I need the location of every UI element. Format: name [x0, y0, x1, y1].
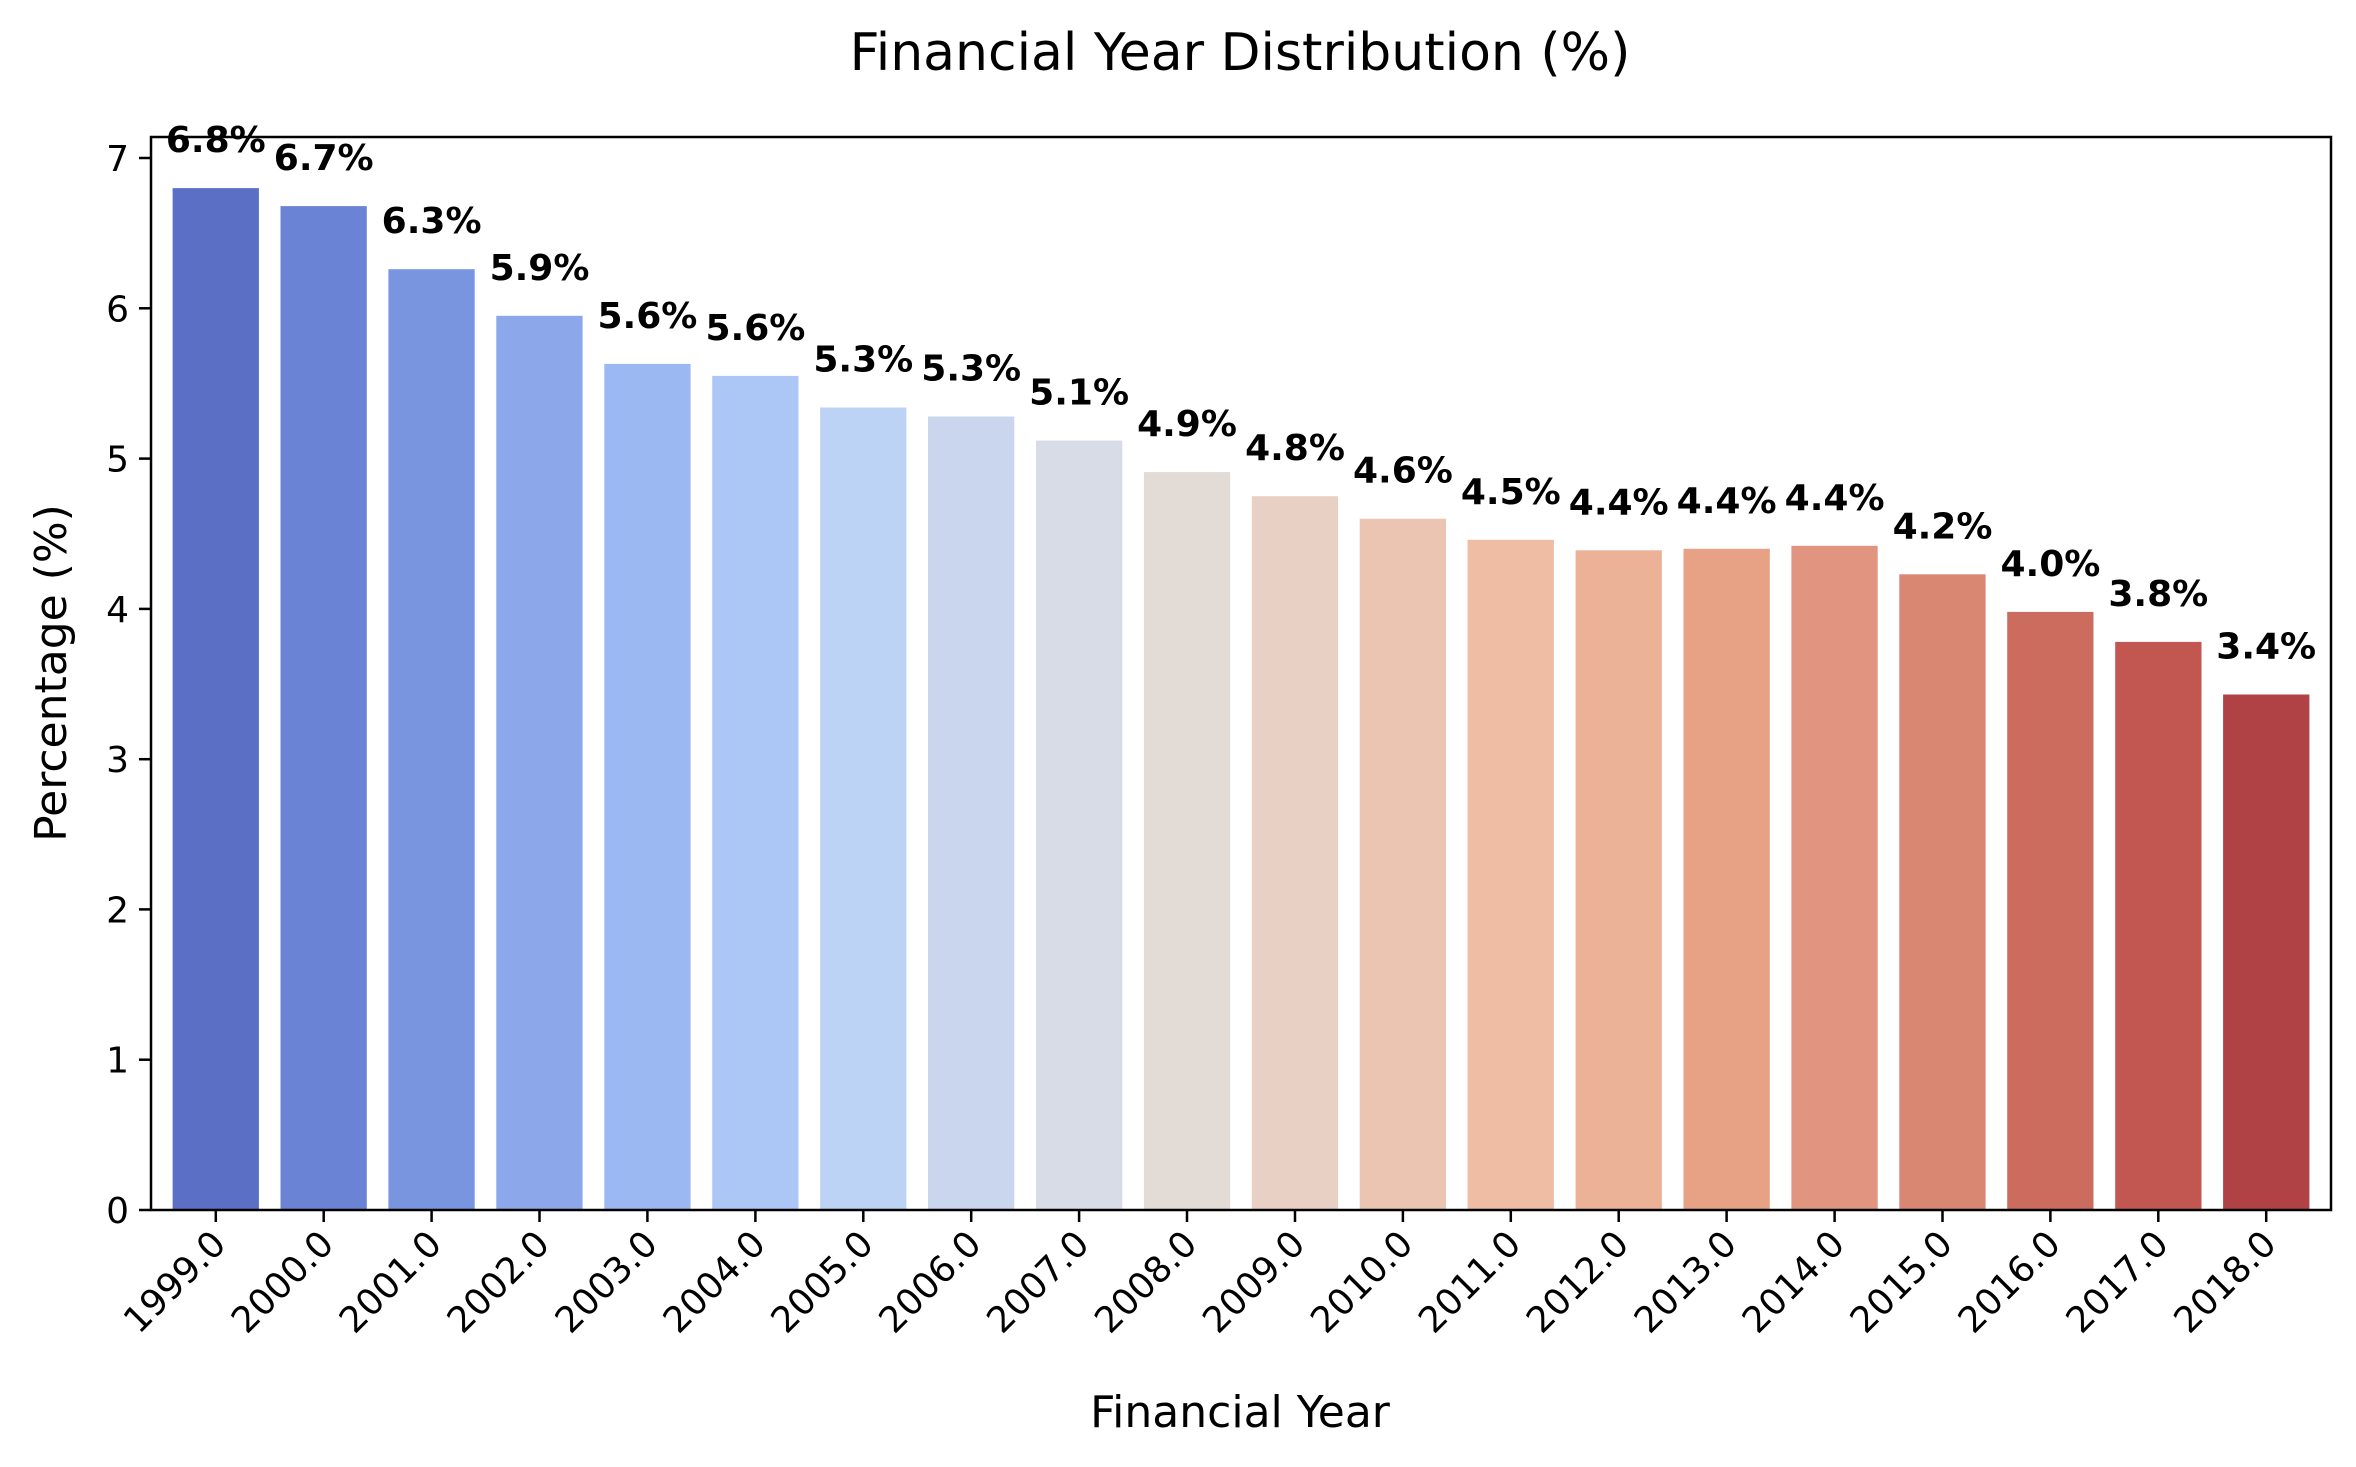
bar-2017.0: [2115, 641, 2202, 1210]
data-label-1999.0: 6.8%: [166, 120, 266, 161]
x-tick-label: 2005.0: [764, 1223, 882, 1341]
y-tick-label: 0: [106, 1191, 129, 1232]
x-tick-label: 2012.0: [1519, 1223, 1637, 1341]
chart-title: Financial Year Distribution (%): [850, 23, 1631, 83]
x-tick-label: 2014.0: [1735, 1223, 1853, 1341]
y-tick-label: 4: [106, 590, 129, 631]
plot-area-frame: [149, 135, 2333, 1212]
y-tick-label: 1: [106, 1041, 129, 1082]
bar-2006.0: [928, 416, 1015, 1210]
y-tick-label: 7: [106, 139, 129, 180]
data-label-2012.0: 4.4%: [1569, 482, 1669, 523]
bar-2002.0: [496, 315, 583, 1210]
bar-1999.0: [172, 188, 259, 1211]
y-tick-label: 3: [106, 740, 129, 781]
bar-2012.0: [1575, 550, 1662, 1210]
bar-2005.0: [820, 407, 907, 1210]
x-axis-ticks: 1999.02000.02001.02002.02003.02004.02005…: [116, 1210, 2285, 1341]
bars-group: [172, 188, 2310, 1211]
x-axis-label: Financial Year: [1090, 1387, 1391, 1438]
data-label-2014.0: 4.4%: [1785, 478, 1885, 519]
x-tick-label: 2000.0: [224, 1223, 342, 1341]
x-tick-label: 2011.0: [1411, 1223, 1529, 1341]
bar-2015.0: [1899, 574, 1986, 1210]
x-tick-label: 2003.0: [548, 1223, 666, 1341]
data-label-2004.0: 5.6%: [705, 308, 805, 349]
data-label-2007.0: 5.1%: [1029, 373, 1129, 414]
bar-2007.0: [1036, 440, 1123, 1211]
data-label-2013.0: 4.4%: [1677, 481, 1777, 522]
data-label-2009.0: 4.8%: [1245, 428, 1345, 469]
data-labels-group: 6.8% 6.7%6.3%5.9%5.6% 5.6%5.3% 5.3%5.1%4.9%…: [166, 120, 2316, 667]
data-label-2017.0: 3.8%: [2108, 574, 2208, 615]
bar-2011.0: [1467, 539, 1554, 1210]
x-tick-label: 2017.0: [2059, 1223, 2177, 1341]
data-label-2015.0: 4.2%: [1893, 506, 1993, 547]
x-tick-label: 2015.0: [1843, 1223, 1961, 1341]
y-tick-label: 2: [106, 890, 129, 931]
y-tick-label: 6: [106, 289, 129, 330]
bar-2008.0: [1143, 472, 1231, 1211]
y-tick-label: 5: [106, 440, 129, 481]
data-label-2016.0: 4.0%: [2000, 544, 2100, 585]
data-label-2005.0: 5.3%: [813, 340, 913, 381]
data-label-2010.0: 4.6%: [1353, 451, 1453, 492]
y-axis-ticks: 0 1 2 3 4 5 6 7: [106, 139, 151, 1232]
data-label-2001.0: 6.3%: [382, 201, 482, 242]
x-tick-label: 2002.0: [440, 1223, 558, 1341]
bar-2016.0: [2007, 611, 2094, 1210]
x-tick-label: 2009.0: [1195, 1223, 1313, 1341]
x-tick-label: 2013.0: [1627, 1223, 1745, 1341]
bar-2004.0: [712, 375, 799, 1210]
bar-2001.0: [388, 269, 475, 1210]
bar-2018.0: [2223, 694, 2310, 1210]
x-tick-label: 2018.0: [2166, 1223, 2284, 1341]
x-tick-label: 2004.0: [656, 1223, 774, 1341]
x-tick-label: 2006.0: [871, 1223, 989, 1341]
data-label-2000.0: 6.7%: [274, 138, 374, 179]
data-label-2011.0: 4.5%: [1461, 472, 1561, 513]
x-tick-label: 2008.0: [1087, 1223, 1205, 1341]
bar-2014.0: [1791, 545, 1878, 1210]
x-tick-label: 1999.0: [116, 1223, 234, 1341]
data-label-2002.0: 5.9%: [490, 248, 590, 289]
bar-2000.0: [280, 206, 367, 1211]
bar-2009.0: [1251, 496, 1339, 1210]
x-tick-label: 2007.0: [979, 1223, 1097, 1341]
bar-2003.0: [604, 363, 691, 1210]
x-tick-label: 2016.0: [1951, 1223, 2069, 1341]
data-label-2008.0: 4.9%: [1137, 404, 1237, 445]
data-label-2003.0: 5.6%: [597, 296, 697, 337]
data-label-2018.0: 3.4%: [2216, 627, 2316, 668]
x-tick-label: 2001.0: [332, 1223, 450, 1341]
y-axis-label: Percentage (%): [26, 504, 77, 842]
x-tick-label: 2010.0: [1303, 1223, 1421, 1341]
data-label-2006.0: 5.3%: [921, 349, 1021, 390]
bar-2010.0: [1359, 518, 1446, 1210]
bar-2013.0: [1683, 548, 1770, 1210]
